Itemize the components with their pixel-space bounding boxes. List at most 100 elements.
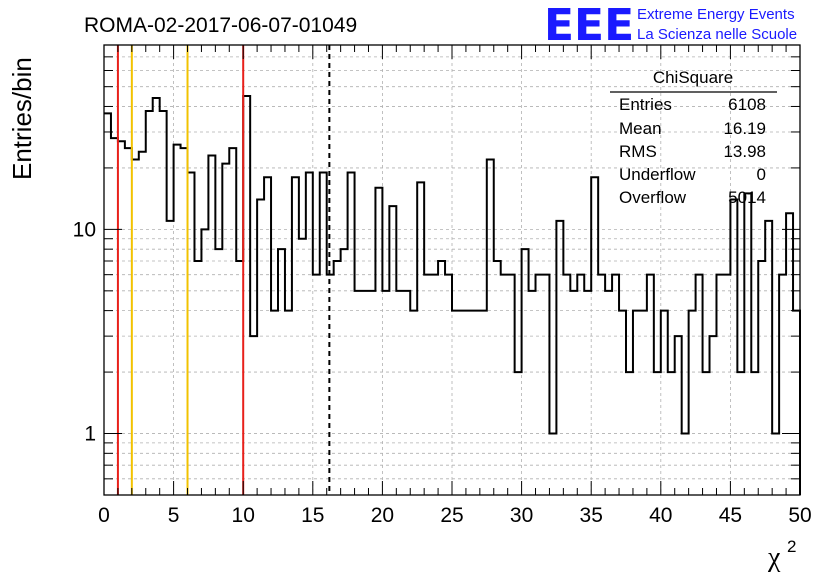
histogram-bin (793, 311, 800, 495)
histogram-bin (758, 261, 765, 495)
histogram-bin (626, 372, 633, 495)
histogram-bin (584, 291, 591, 495)
histogram-bin (194, 261, 201, 495)
histogram-bin (229, 148, 236, 495)
histogram-bin (222, 164, 229, 495)
histogram-bin (111, 138, 118, 495)
stats-value-rms: 13.98 (723, 142, 766, 161)
histogram-bin (188, 172, 195, 495)
x-tick-labels: 0 5 10 15 20 25 30 35 40 45 50 (98, 504, 812, 527)
histogram-bin (132, 159, 139, 495)
histogram-bin (480, 311, 487, 495)
logo-line-1: Extreme Energy Events (637, 6, 795, 23)
stats-label-overflow: Overflow (619, 188, 687, 207)
histogram-bin (201, 229, 208, 495)
stats-value-underflow: 0 (757, 165, 766, 184)
histogram-bin (563, 275, 570, 495)
histogram-bin (153, 98, 160, 495)
x-tick-label: 10 (232, 504, 255, 527)
histogram-bin (118, 141, 125, 495)
histogram-bin (737, 372, 744, 495)
histogram-bin (174, 145, 181, 495)
x-tick-label: 45 (719, 504, 742, 527)
histogram-bin (682, 434, 689, 495)
histogram-bin (570, 291, 577, 495)
y-tick-label: 10 (73, 218, 96, 241)
histogram-bin (786, 213, 793, 495)
histogram-bin (473, 311, 480, 495)
x-axis-title: χ 2 (767, 537, 796, 572)
stats-label-mean: Mean (619, 119, 662, 138)
histogram-bin (306, 172, 313, 495)
histogram-bin (612, 275, 619, 495)
histogram-bin (257, 200, 264, 495)
histogram-bin (522, 249, 529, 495)
histogram-bin (368, 291, 375, 495)
histogram-bin (751, 372, 758, 495)
logo-line-2: La Scienza nelle Scuole (637, 26, 797, 43)
histogram-bin (341, 249, 348, 495)
x-axis-symbol: χ (767, 542, 781, 572)
histogram-bin (640, 311, 647, 495)
histogram-outline (104, 95, 801, 495)
histogram-bin (382, 291, 389, 495)
histogram-bin (396, 291, 403, 495)
histogram-bin (730, 200, 737, 495)
stats-label-rms: RMS (619, 142, 657, 161)
histogram-bin (772, 434, 779, 495)
histogram-bin (299, 239, 306, 495)
histogram-bin (716, 275, 723, 495)
histogram-bin (605, 291, 612, 495)
x-tick-label: 5 (168, 504, 180, 527)
histogram-bin (633, 311, 640, 495)
histogram-bin (661, 311, 668, 495)
x-tick-label: 50 (788, 504, 811, 527)
stats-title: ChiSquare (653, 68, 733, 87)
histogram-bin (542, 275, 549, 495)
histogram-bin (348, 172, 355, 495)
histogram-bin (515, 372, 522, 495)
histogram-bin (208, 156, 215, 495)
histogram-bin (417, 182, 424, 495)
stats-value-mean: 16.19 (723, 119, 766, 138)
histogram-bin (243, 96, 250, 495)
histogram-bin (313, 275, 320, 495)
histogram-bin (654, 372, 661, 495)
histogram-bin (556, 221, 563, 495)
histogram-bin (431, 275, 438, 495)
histogram-bin (689, 311, 696, 495)
stats-value-overflow: 5014 (728, 188, 766, 207)
histogram-bin (375, 188, 382, 495)
y-tick-labels: 1 10 (73, 218, 96, 445)
x-tick-label: 20 (371, 504, 394, 527)
histogram-bin (466, 311, 473, 495)
histogram-bin (410, 311, 417, 495)
histogram-bin (278, 249, 285, 495)
stats-label-entries: Entries (619, 95, 672, 114)
histogram-bin (459, 311, 466, 495)
histogram-bin (160, 111, 167, 495)
x-tick-label: 25 (440, 504, 463, 527)
y-tick-label: 1 (84, 423, 96, 446)
histogram-bin (577, 275, 584, 495)
stats-box: ChiSquare Entries 6108 Mean 16.19 RMS 13… (610, 68, 777, 207)
x-axis-superscript: 2 (787, 537, 796, 556)
histogram-bin (598, 275, 605, 495)
histogram-bin (139, 152, 146, 495)
histogram-bin (445, 275, 452, 495)
histogram-bin (125, 148, 132, 495)
histogram-bin (403, 291, 410, 495)
x-tick-label: 30 (510, 504, 533, 527)
histogram-bin (146, 111, 153, 495)
histogram-bin (320, 172, 327, 495)
histogram-bin (765, 221, 772, 495)
y-axis-title: Entries/bin (7, 57, 37, 180)
histogram-bin (181, 148, 188, 495)
histogram-bin (285, 311, 292, 495)
histogram-bin (619, 311, 626, 495)
histogram-bin (104, 113, 111, 495)
x-tick-label: 35 (580, 504, 603, 527)
histogram-bin (264, 177, 271, 495)
histogram-bin (536, 275, 543, 495)
histogram-bin (508, 275, 515, 495)
